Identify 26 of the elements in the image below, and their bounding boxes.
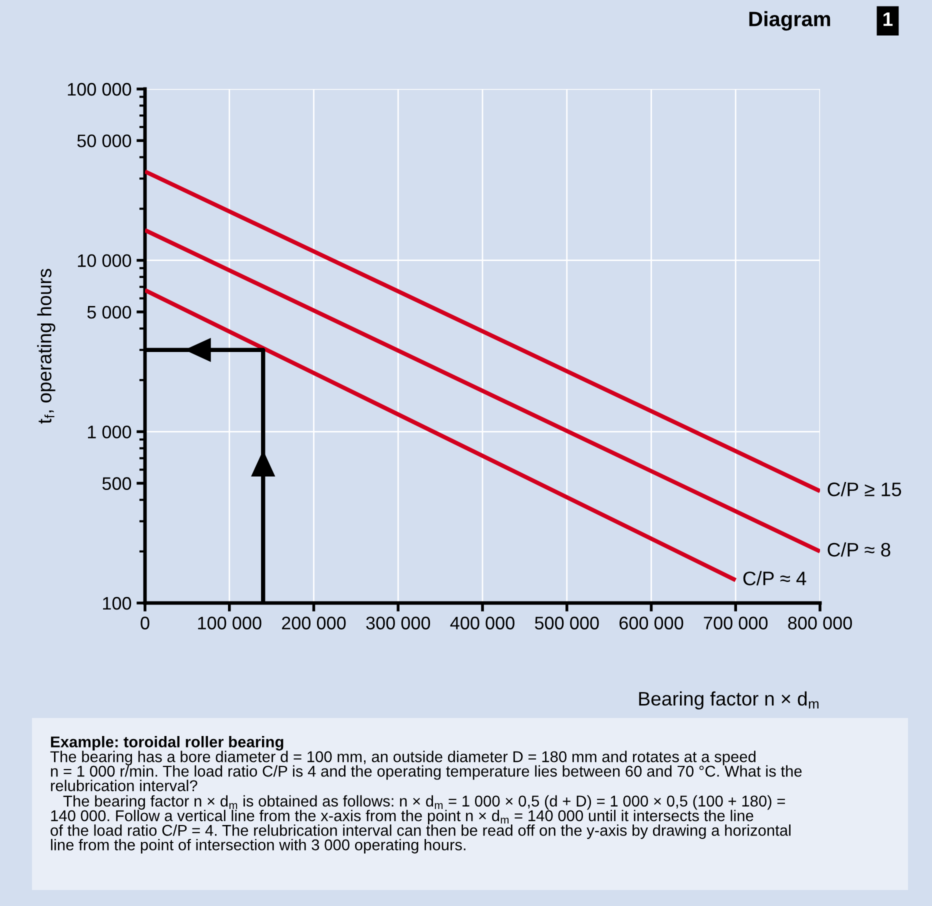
chart-title: Diagram — [749, 11, 830, 31]
series-label: C/P ≈ 4 — [743, 571, 806, 586]
x-axis-title: Bearing factor n × d$_{m}$ — [639, 691, 818, 710]
y-tick-label: 100 — [103, 596, 132, 610]
series-label: C/P ≥ 15 — [828, 482, 902, 496]
x-tick-label: 700 000 — [704, 616, 768, 630]
y-tick-label: 5 000 — [87, 306, 132, 319]
x-tick-label: 400 000 — [450, 616, 514, 630]
y-tick-label: 100 000 — [68, 82, 132, 96]
text: The bearing has a bore diameter d = 100 mm, an outside diameter D = 180 mm and rotates at a speed n = 1 000 r/min. The load ratio C/P is 4 and the operating temperature lies between 60 and 70 °C. What is the relubrication interval? — [50, 750, 802, 792]
x-tick-label: 0 — [140, 616, 150, 630]
x-tick-label: 600 000 — [620, 616, 684, 630]
y-tick-label: 500 — [102, 477, 132, 490]
y-tick-label: 50 000 — [77, 134, 132, 148]
series-label: C/P ≈ 8 — [828, 542, 890, 557]
x-tick-label: 800 000 — [788, 616, 852, 630]
x-tick-label: 300 000 — [366, 616, 430, 630]
x-tick-label: 500 000 — [534, 616, 599, 630]
y-tick-label: 10 000 — [78, 254, 132, 268]
text: Example: toroidal roller bearing — [51, 736, 284, 751]
text: 1 — [884, 12, 893, 26]
y-tick-label: 1 000 — [88, 426, 132, 438]
x-tick-label: 100 000 — [198, 616, 262, 630]
x-tick-label: 200 000 — [282, 616, 346, 630]
text: The bearing factor n × d$_{m}$ is obtained as follows: n × d$_{m}$ = 1 000 × 0,5 (d + D) = 1 000 × 0,5 (100 + 180) = 140 000. Follow a vertical line from the x-axis from the point n × d$_{m}$ = 140 000 until it intersects the line of the load ratio C/P = 4. The relubrication interval can then be read off on the y-axis by drawing a horizontal line from the point of intersection with 3 000 operating hours. — [50, 795, 790, 854]
y-axis-title: t$_{f}$, operating hours — [37, 268, 56, 424]
